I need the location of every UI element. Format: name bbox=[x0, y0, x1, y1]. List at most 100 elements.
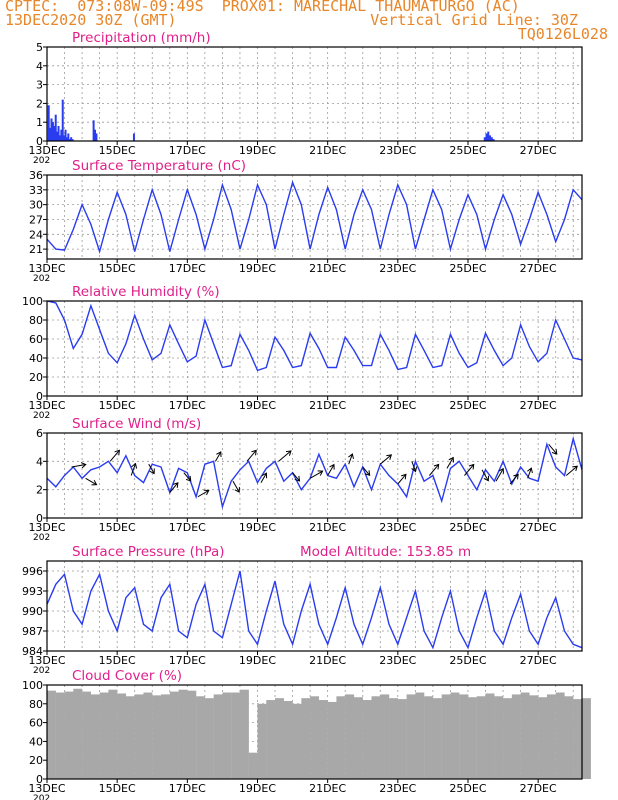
cloud-bar bbox=[213, 694, 223, 779]
cloud-bar bbox=[538, 697, 548, 779]
cloud-bar bbox=[529, 695, 539, 779]
cloud-bar bbox=[555, 692, 565, 779]
cloud-bar bbox=[327, 701, 337, 779]
series-line bbox=[46, 570, 583, 650]
x-tick-label: 17DEC bbox=[169, 399, 206, 412]
precip-bar bbox=[65, 137, 68, 141]
precip-bar bbox=[61, 99, 64, 141]
x-tick-label: 13DEC bbox=[28, 654, 65, 667]
precip-bar bbox=[132, 133, 135, 141]
cloud-bar bbox=[485, 693, 495, 779]
wind-arrow-head bbox=[483, 475, 490, 482]
wind-arrow-head bbox=[172, 482, 179, 488]
wind-arrow-head bbox=[411, 466, 418, 473]
x-tick-label: 13DEC bbox=[28, 144, 65, 157]
cloud-bar bbox=[494, 696, 504, 779]
cloud-bar bbox=[90, 694, 100, 779]
wind-arrow bbox=[495, 468, 504, 482]
x-tick-label: 25DEC bbox=[449, 399, 486, 412]
cloud-bar bbox=[441, 694, 451, 779]
wind-arrow bbox=[232, 480, 240, 493]
cloud-bar bbox=[476, 696, 486, 779]
wind-arrow-head bbox=[551, 448, 558, 455]
precip-bar bbox=[92, 120, 95, 141]
cloud-bar bbox=[134, 694, 144, 779]
wind-arrow-head bbox=[149, 468, 155, 475]
x-year-stub: 202 bbox=[33, 411, 50, 421]
wind-arrow bbox=[246, 449, 257, 462]
x-tick-label: 25DEC bbox=[449, 654, 486, 667]
x-tick-label: 21DEC bbox=[309, 399, 346, 412]
x-tick-label: 21DEC bbox=[309, 262, 346, 275]
cloud-bar bbox=[371, 696, 381, 779]
precip-bar bbox=[70, 137, 73, 141]
precip-bar bbox=[94, 129, 97, 141]
y-tick-label: 3 bbox=[36, 79, 43, 92]
x-tick-label: 17DEC bbox=[169, 144, 206, 157]
wind-arrow bbox=[309, 470, 323, 479]
wind-arrow-head bbox=[329, 463, 335, 470]
precip-bar bbox=[489, 135, 492, 141]
wind-arrow-head bbox=[364, 470, 371, 476]
x-tick-label: 13DEC bbox=[28, 521, 65, 534]
cloud-bar bbox=[231, 692, 241, 779]
panel-title: Cloud Cover (%) bbox=[72, 668, 182, 684]
precip-bar bbox=[57, 125, 60, 141]
wind-arrow bbox=[260, 472, 267, 483]
panel-frame bbox=[46, 432, 583, 519]
precip-bar bbox=[492, 139, 495, 141]
wind-arrow-head bbox=[294, 475, 301, 482]
x-tick-label: 25DEC bbox=[449, 144, 486, 157]
header-run-date: 13DEC2020 30Z (GMT) bbox=[5, 11, 177, 29]
cloud-bar bbox=[511, 694, 521, 779]
x-tick-label: 23DEC bbox=[379, 144, 416, 157]
cloud-bar bbox=[275, 698, 284, 779]
series-line bbox=[46, 435, 583, 510]
y-tick-label: 0 bbox=[36, 135, 43, 148]
cloud-bar bbox=[520, 692, 530, 779]
x-tick-label: 17DEC bbox=[169, 782, 206, 795]
cloud-bar bbox=[450, 692, 460, 779]
cloud-bar bbox=[266, 700, 276, 779]
y-tick-label: 5 bbox=[36, 41, 43, 54]
cloud-bar bbox=[222, 692, 232, 779]
cloud-bar bbox=[73, 688, 83, 779]
wind-arrow-head bbox=[185, 475, 192, 482]
wind-arrow bbox=[130, 463, 136, 476]
x-tick-label: 15DEC bbox=[99, 521, 136, 534]
x-tick-label: 25DEC bbox=[449, 262, 486, 275]
cloud-bar bbox=[345, 694, 355, 779]
y-tick-label: 4 bbox=[36, 455, 43, 468]
precip-bar bbox=[56, 131, 59, 141]
y-tick-label: 100 bbox=[22, 679, 43, 692]
x-year-stub: 202 bbox=[33, 156, 50, 166]
x-year-stub: 202 bbox=[33, 533, 50, 543]
wind-arrow-head bbox=[216, 451, 222, 457]
wind-arrow-head bbox=[203, 489, 210, 496]
y-tick-label: 990 bbox=[22, 605, 43, 618]
series-line bbox=[46, 300, 583, 372]
x-tick-label: 21DEC bbox=[309, 782, 346, 795]
cloud-bar bbox=[239, 689, 249, 779]
panel-frame bbox=[46, 560, 583, 652]
precip-bar bbox=[47, 105, 50, 141]
precip-bar bbox=[67, 133, 70, 141]
cloud-bar bbox=[283, 700, 293, 779]
cloud-bar bbox=[301, 698, 311, 779]
cloud-bar bbox=[152, 695, 162, 779]
wind-arrow-head bbox=[80, 462, 87, 469]
precip-bar bbox=[53, 125, 56, 141]
cloud-bar bbox=[467, 697, 477, 779]
y-tick-label: 80 bbox=[29, 314, 43, 327]
x-tick-label: 15DEC bbox=[99, 399, 136, 412]
wind-arrow bbox=[527, 468, 532, 479]
cloud-bar bbox=[47, 690, 56, 779]
x-tick-label: 19DEC bbox=[239, 262, 276, 275]
x-tick-label: 15DEC bbox=[99, 262, 136, 275]
x-tick-label: 25DEC bbox=[449, 782, 486, 795]
cloud-bar bbox=[99, 692, 109, 779]
x-year-stub: 202 bbox=[33, 794, 50, 800]
cloud-bar bbox=[108, 689, 118, 779]
x-tick-label: 27DEC bbox=[520, 399, 557, 412]
